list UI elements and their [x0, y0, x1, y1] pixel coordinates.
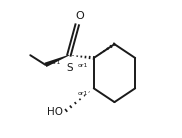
Text: or1: or1 [77, 91, 88, 96]
Text: S: S [66, 63, 73, 73]
Text: or1: or1 [77, 63, 88, 68]
Text: or1: or1 [51, 60, 61, 65]
Polygon shape [45, 55, 69, 67]
Text: O: O [76, 11, 84, 21]
Text: HO: HO [47, 107, 63, 117]
